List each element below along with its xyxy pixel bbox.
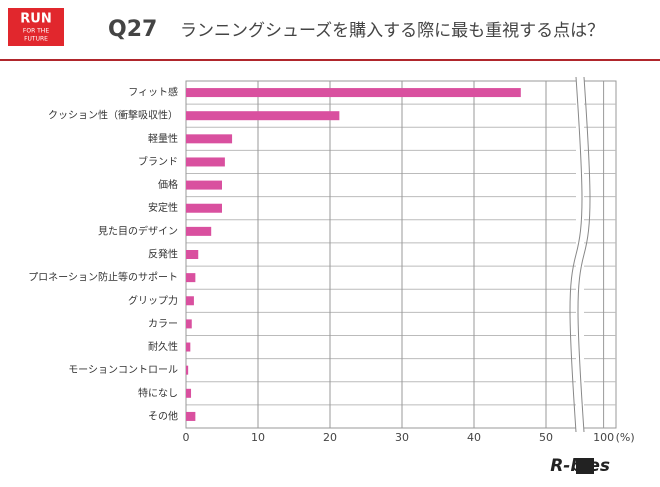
category-label: カラー (148, 318, 178, 330)
x-tick-label: 0 (183, 431, 190, 444)
x-unit: (%) (616, 431, 635, 444)
category-label: その他 (148, 409, 178, 422)
bar (186, 319, 192, 329)
x-tick-label: 40 (467, 431, 481, 444)
bar (186, 388, 192, 398)
bar (186, 111, 340, 121)
bar (186, 296, 194, 306)
question-number: Q27 (108, 17, 157, 42)
bar (186, 273, 196, 283)
question-text: ランニングシューズを購入する際に最も重視する点は？ (180, 21, 604, 41)
bar (186, 180, 222, 190)
category-label: グリップ力 (128, 294, 178, 307)
category-label: 耐久性 (148, 340, 178, 353)
bar (186, 226, 212, 236)
category-label: 軽量性 (148, 132, 178, 145)
x-tick-label: 100 (593, 431, 614, 444)
bar (186, 203, 222, 213)
logo-text: FOR THE (23, 28, 49, 35)
category-label: フィット感 (128, 86, 178, 99)
bar (186, 365, 189, 375)
bar (186, 250, 199, 259)
x-tick-label: 50 (539, 431, 553, 444)
category-label: プロネーション防止等のサポート (28, 271, 178, 284)
bar (186, 134, 233, 144)
logo-text: RUN (20, 12, 51, 27)
category-label: ブランド (138, 155, 178, 168)
x-tick-label: 20 (323, 431, 337, 444)
logo-text: FUTURE (24, 36, 48, 43)
bar (186, 411, 196, 421)
logo-box (8, 8, 64, 46)
axis-break-line (577, 76, 591, 433)
brand-mark (576, 458, 594, 474)
category-label: モーションコントロール (68, 365, 178, 376)
axis-break-gap (576, 77, 584, 432)
x-tick-label: 10 (251, 431, 265, 444)
plot-frame (185, 80, 617, 429)
bar (186, 88, 521, 98)
x-tick-label: 30 (395, 431, 409, 444)
category-label: 価格 (158, 178, 178, 191)
category-label: 反発性 (148, 248, 178, 261)
axis-break-line (569, 76, 583, 433)
category-label: 見た目のデザイン (98, 224, 178, 237)
bar (186, 157, 225, 167)
bar (186, 342, 191, 352)
category-label: クッション性（衝撃吸収性） (48, 109, 178, 122)
category-label: 安定性 (148, 201, 178, 214)
category-label: 特になし (138, 387, 178, 399)
